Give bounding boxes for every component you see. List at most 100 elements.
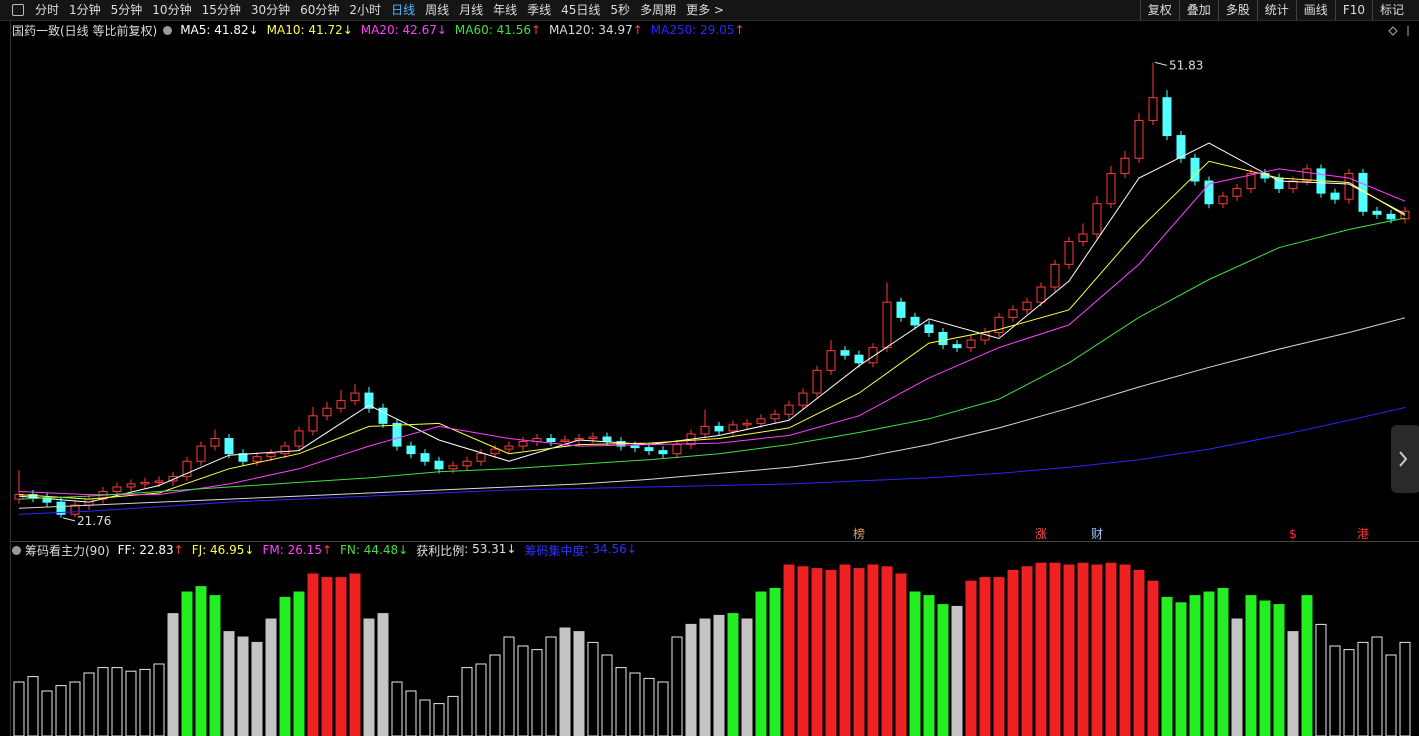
candle-body (1204, 180, 1214, 205)
candle-body (336, 400, 346, 409)
legend-item: FN: 44.48 ↓ (340, 543, 408, 557)
indicator-bar (993, 577, 1005, 736)
candle-body (546, 438, 556, 443)
period-tab[interactable]: 5秒 (610, 3, 631, 17)
indicator-bar (321, 577, 333, 736)
indicator-bar (447, 695, 459, 736)
indicator-bar (1147, 580, 1159, 736)
legend-trend: ↑ (321, 543, 333, 557)
candle-body (784, 404, 794, 415)
candle-body (1036, 286, 1046, 303)
candle-body (1134, 119, 1144, 159)
indicator-bar (1105, 562, 1117, 736)
indicator-bar (1049, 562, 1061, 736)
period-tab[interactable]: 1分钟 (69, 3, 101, 17)
indicator-bar (349, 573, 361, 736)
tool-button[interactable]: 叠加 (1178, 0, 1218, 20)
period-tab[interactable]: 季线 (527, 3, 552, 17)
indicator-bar (1133, 569, 1145, 736)
candle-body (294, 430, 304, 447)
tool-button[interactable]: 多股 (1217, 0, 1257, 20)
candle-body (210, 438, 220, 447)
tool-button[interactable]: 标记 (1371, 0, 1411, 20)
period-tab[interactable]: 分时 (35, 3, 60, 17)
indicator-bar (153, 663, 165, 736)
period-tab[interactable]: 45日线 (561, 3, 601, 17)
candle-body (462, 460, 472, 467)
period-tab[interactable]: 年线 (493, 3, 518, 17)
candle-body (658, 450, 668, 455)
indicator-bar (69, 681, 81, 736)
indicator-bar (699, 618, 711, 736)
period-tab[interactable]: 周线 (425, 3, 450, 17)
indicator-bar (783, 564, 795, 736)
annotation-arrow (1154, 61, 1168, 66)
period-tab[interactable]: 5分钟 (110, 3, 143, 17)
candle-body (700, 425, 710, 435)
legend-name: FF (117, 543, 132, 557)
legend-separator: : (394, 23, 403, 37)
period-tab[interactable]: 2小时 (349, 3, 382, 17)
candle-body (1232, 188, 1242, 197)
legend-value: 53.31 (472, 541, 507, 556)
indicator-bar (433, 703, 445, 736)
candle-body (266, 453, 276, 458)
tool-button[interactable]: 统计 (1256, 0, 1296, 20)
candle-body (224, 438, 234, 455)
period-tab[interactable]: 15分钟 (201, 3, 241, 17)
legend-trend: ↓ (248, 23, 259, 37)
legend-trend: ↑ (530, 23, 542, 37)
legend-item: MA20: 42.67 ↓ (361, 23, 447, 37)
period-tab[interactable]: 月线 (459, 3, 484, 17)
candle-body (756, 418, 766, 424)
candle-body (952, 344, 962, 349)
candle-body (1288, 180, 1298, 190)
candle-body (966, 339, 976, 349)
indicator-bar (1077, 562, 1089, 736)
indicator-bar (1245, 595, 1257, 736)
tool-button[interactable]: 复权 (1139, 0, 1179, 20)
max-price-label: 51.83 (1169, 58, 1203, 72)
tool-button[interactable]: F10 (1334, 0, 1372, 20)
layout-icon[interactable] (12, 4, 24, 16)
ma-line (18, 217, 1406, 500)
toolbar: 分时 1分钟 5分钟 10分钟 15分钟 30分钟 60分钟 2小时 日线 周线 月线 年线 季线 45日… (0, 0, 1419, 21)
period-tabs: 分时 1分钟 5分钟 10分钟 15分钟 30分钟 60分钟 2小时 日线 周线 月线 年线 季线 45日… (30, 0, 729, 20)
event-marker: 港 (1357, 527, 1369, 541)
candle-body (476, 453, 486, 462)
indicator-bar (965, 580, 977, 736)
indicator-bar (755, 591, 767, 736)
period-tab[interactable]: 更多 > (686, 3, 724, 17)
period-tab[interactable]: 60分钟 (300, 3, 340, 17)
indicator-bar (1301, 595, 1313, 736)
legend-value: 29.05 (700, 23, 735, 37)
legend-icon[interactable] (163, 25, 173, 35)
candle-body (252, 456, 262, 462)
candle-body (350, 392, 360, 402)
legend-value: 41.56 (496, 23, 531, 37)
legend-name: FJ (191, 543, 203, 557)
indicator-bar (1399, 641, 1411, 736)
indicator-bar (1161, 596, 1173, 736)
settings-icon[interactable] (1388, 26, 1398, 36)
period-tab[interactable]: 30分钟 (250, 3, 291, 17)
legend-trend: ↓ (398, 543, 409, 557)
event-marker: $ (1289, 527, 1297, 541)
period-tab[interactable]: 日线 (391, 3, 416, 17)
expand-chevron (1399, 451, 1408, 467)
legend-item: MA10: 41.72 ↓ (267, 23, 353, 37)
candle-body (924, 324, 934, 333)
candle-body (840, 350, 850, 356)
indicator-bar (713, 614, 725, 736)
candle-body (364, 392, 374, 409)
legend-separator: : (131, 543, 140, 557)
period-tab[interactable]: 多周期 (640, 3, 677, 17)
tool-button[interactable]: 画线 (1295, 0, 1335, 20)
min-price-label: 21.76 (77, 514, 111, 528)
legend-icon[interactable] (12, 545, 21, 555)
indicator-bar (1343, 649, 1355, 736)
indicator-bar (573, 631, 585, 736)
period-tab[interactable]: 10分钟 (152, 3, 192, 17)
legend-item: FJ: 46.95 ↓ (192, 543, 255, 557)
legend-trend: ↑ (632, 23, 643, 37)
